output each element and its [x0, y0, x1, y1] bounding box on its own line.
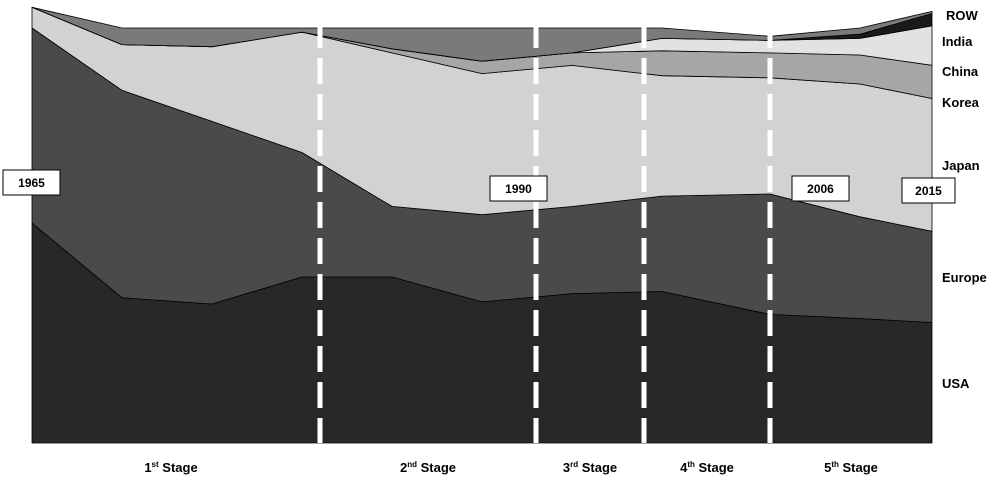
series-label-europe: Europe	[942, 270, 987, 285]
series-label-japan: Japan	[942, 158, 980, 173]
stage-label-3: 3rd Stage	[563, 460, 617, 475]
series-labels: USA Europe Japan Korea China India ROW	[942, 8, 987, 391]
year-marker-1965-label: 1965	[18, 176, 45, 190]
year-marker-2006-label: 2006	[807, 182, 834, 196]
series-label-korea: Korea	[942, 95, 980, 110]
year-marker-2015-label: 2015	[915, 184, 942, 198]
series-label-row: ROW	[946, 8, 979, 23]
year-marker-1990-label: 1990	[505, 182, 532, 196]
area-row	[31, 6, 933, 62]
year-marker-1990: 1990	[489, 175, 548, 202]
stage-label-5: 5th Stage	[824, 460, 878, 475]
stage-labels: 1st Stage 2nd Stage 3rd Stage 4th Stage 5th …	[144, 460, 878, 475]
series-label-usa: USA	[942, 376, 970, 391]
stage-label-2: 2nd Stage	[400, 460, 456, 475]
series-label-china: China	[942, 64, 979, 79]
year-marker-1965: 1965	[2, 169, 61, 196]
stacked-areas	[31, 6, 933, 444]
year-markers: 1965 1990 2006 2015	[2, 169, 956, 204]
stage-label-4: 4th Stage	[680, 460, 734, 475]
year-marker-2006: 2006	[791, 175, 850, 202]
series-label-india: India	[942, 34, 973, 49]
year-marker-2015: 2015	[901, 177, 956, 204]
stage-label-1: 1st Stage	[144, 460, 197, 475]
